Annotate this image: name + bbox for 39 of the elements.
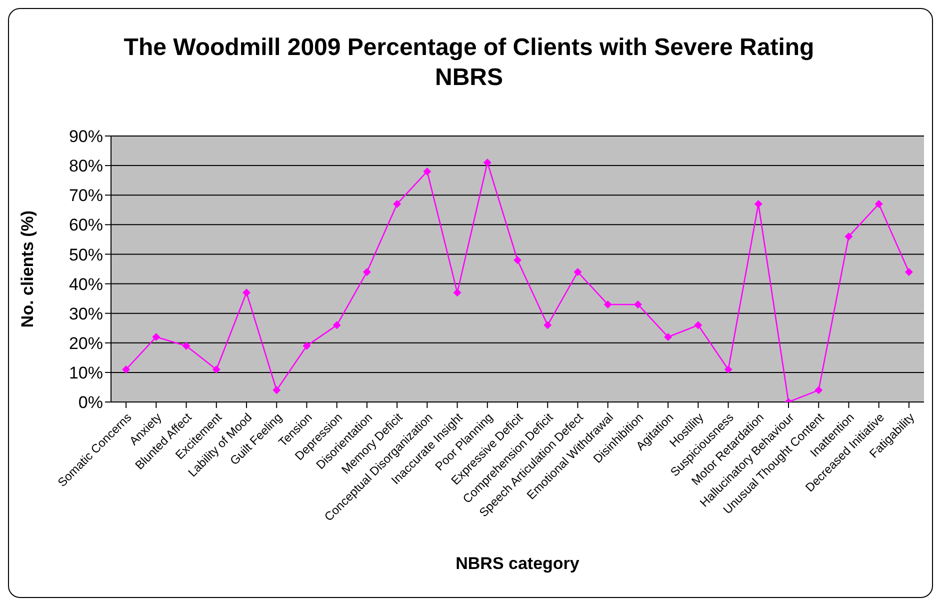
- y-axis-title: No. clients (%): [18, 210, 38, 328]
- point: [844, 232, 853, 240]
- point: [724, 365, 732, 374]
- y-tick-label: 90%: [68, 127, 103, 146]
- y-tick-label: 20%: [68, 334, 103, 353]
- point: [393, 200, 402, 208]
- point: [242, 288, 250, 297]
- chart-title: The Woodmill 2009 Percentage of Clients with Severe Rating NBRS: [122, 33, 816, 93]
- point: [514, 256, 522, 264]
- y-tick-label: 50%: [68, 245, 103, 264]
- point: [664, 332, 672, 341]
- y-tick-label: 10%: [68, 363, 103, 382]
- point: [182, 342, 190, 350]
- x-axis-title: NBRS category: [456, 554, 580, 573]
- y-tick-label: 0%: [78, 393, 103, 412]
- point: [332, 321, 341, 330]
- point: [302, 342, 311, 350]
- point: [122, 365, 130, 374]
- point: [694, 321, 702, 330]
- point: [212, 365, 220, 374]
- point: [904, 268, 913, 276]
- point: [874, 200, 883, 208]
- point: [423, 167, 432, 176]
- point: [483, 158, 492, 167]
- point: [814, 386, 823, 394]
- y-tick-label: 80%: [68, 156, 103, 176]
- y-tick-label: 70%: [68, 186, 103, 206]
- y-tick-label: 30%: [68, 304, 103, 324]
- y-tick-label: 60%: [68, 216, 103, 235]
- point: [453, 288, 462, 297]
- point: [754, 200, 762, 208]
- y-tick-label: 40%: [68, 274, 103, 294]
- point: [362, 268, 371, 276]
- point: [544, 321, 552, 330]
- point: [574, 268, 582, 276]
- point: [634, 300, 642, 308]
- point: [272, 386, 281, 394]
- point: [152, 332, 160, 341]
- point: [604, 300, 612, 308]
